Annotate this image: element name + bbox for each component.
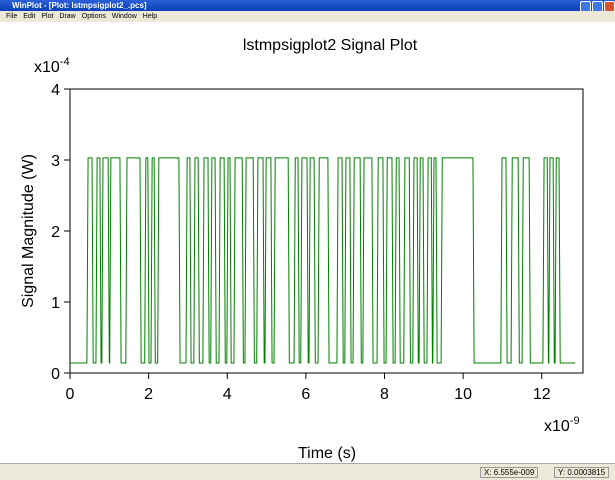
y-tick-label: 3 bbox=[51, 153, 60, 170]
multiplier-exponent: -4 bbox=[60, 56, 70, 68]
axis-multiplier: x10-9 bbox=[544, 415, 580, 435]
multiplier-base: x10 bbox=[544, 418, 570, 435]
title-bar: WinPlot - [Plot: lstmpsigplot2_.pcs] bbox=[0, 0, 615, 12]
menu-bar: File Edit Plot Draw Options Window Help bbox=[0, 11, 615, 22]
menu-item[interactable]: Draw bbox=[59, 13, 76, 20]
x-tick-label: 2 bbox=[144, 386, 153, 403]
menu-item[interactable]: File bbox=[6, 13, 18, 20]
status-x: X: 6.555e-009 bbox=[480, 467, 539, 478]
menu-item[interactable]: Options bbox=[81, 13, 106, 20]
y-axis-label: Signal Magnitude (W) bbox=[20, 154, 37, 308]
window-title: WinPlot - [Plot: lstmpsigplot2_.pcs] bbox=[12, 1, 147, 10]
x-axis-label: Time (s) bbox=[298, 445, 356, 462]
x-tick-label: 0 bbox=[66, 386, 75, 403]
y-tick-label: 4 bbox=[51, 82, 60, 99]
x-tick-label: 6 bbox=[301, 386, 310, 403]
x-tick-label: 8 bbox=[380, 386, 389, 403]
axis-multiplier: x10-4 bbox=[34, 56, 70, 76]
x-tick-label: 12 bbox=[533, 386, 551, 403]
y-tick-label: 1 bbox=[51, 295, 60, 312]
x-tick-label: 4 bbox=[223, 386, 232, 403]
menu-item[interactable]: Window bbox=[111, 13, 137, 20]
status-bar: X: 6.555e-009 Y: 0.0003815 bbox=[0, 463, 615, 480]
signal-line bbox=[70, 157, 576, 364]
y-tick-label: 0 bbox=[51, 366, 60, 383]
x-tick-label: 10 bbox=[454, 386, 472, 403]
status-y: Y: 0.0003815 bbox=[554, 467, 610, 478]
menu-item[interactable]: Edit bbox=[23, 13, 36, 20]
multiplier-exponent: -9 bbox=[570, 415, 580, 427]
y-tick-label: 2 bbox=[51, 224, 60, 241]
menu-item[interactable]: Plot bbox=[41, 13, 54, 20]
chart-title: lstmpsigplot2 Signal Plot bbox=[243, 37, 418, 54]
menu-item[interactable]: Help bbox=[142, 13, 158, 20]
multiplier-base: x10 bbox=[34, 59, 60, 76]
